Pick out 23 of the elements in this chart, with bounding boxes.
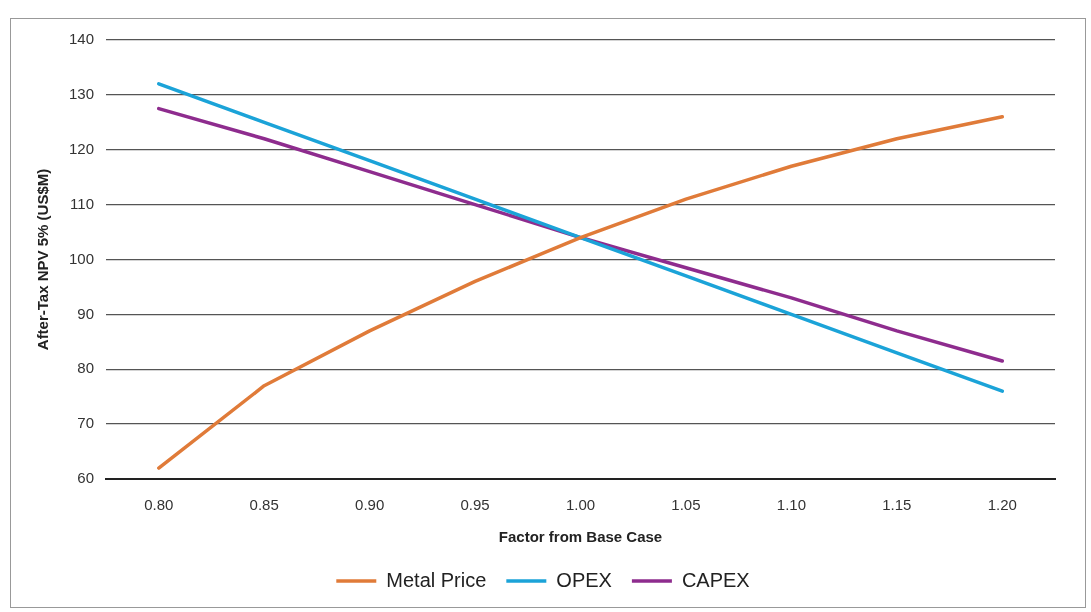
legend-label: Metal Price: [386, 568, 487, 591]
legend-label: OPEX: [556, 568, 612, 591]
y-tick-label: 80: [77, 359, 95, 377]
x-tick-label: 1.15: [882, 496, 912, 514]
y-tick-label: 70: [77, 414, 95, 432]
x-tick-label: 0.85: [249, 496, 279, 514]
y-tick-label: 130: [69, 85, 95, 103]
x-tick-label: 0.80: [144, 496, 174, 514]
y-tick-label: 90: [77, 304, 95, 322]
y-axis-title: After-Tax NPV 5% (US$M): [34, 168, 52, 351]
y-tick-label: 120: [69, 139, 95, 157]
legend-label: CAPEX: [681, 568, 750, 591]
x-tick-label: 0.95: [460, 496, 490, 514]
x-axis-title: Factor from Base Case: [498, 528, 663, 546]
y-tick-label: 100: [69, 249, 95, 267]
x-tick-label: 0.90: [355, 496, 385, 514]
y-tick-label: 140: [69, 30, 95, 48]
x-tick-label: 1.10: [776, 496, 806, 514]
x-tick-label: 1.00: [565, 496, 596, 514]
x-tick-label: 1.05: [671, 496, 701, 514]
y-tick-label: 110: [70, 194, 95, 212]
x-tick-label: 1.20: [987, 496, 1017, 514]
y-tick-label: 60: [77, 469, 95, 487]
